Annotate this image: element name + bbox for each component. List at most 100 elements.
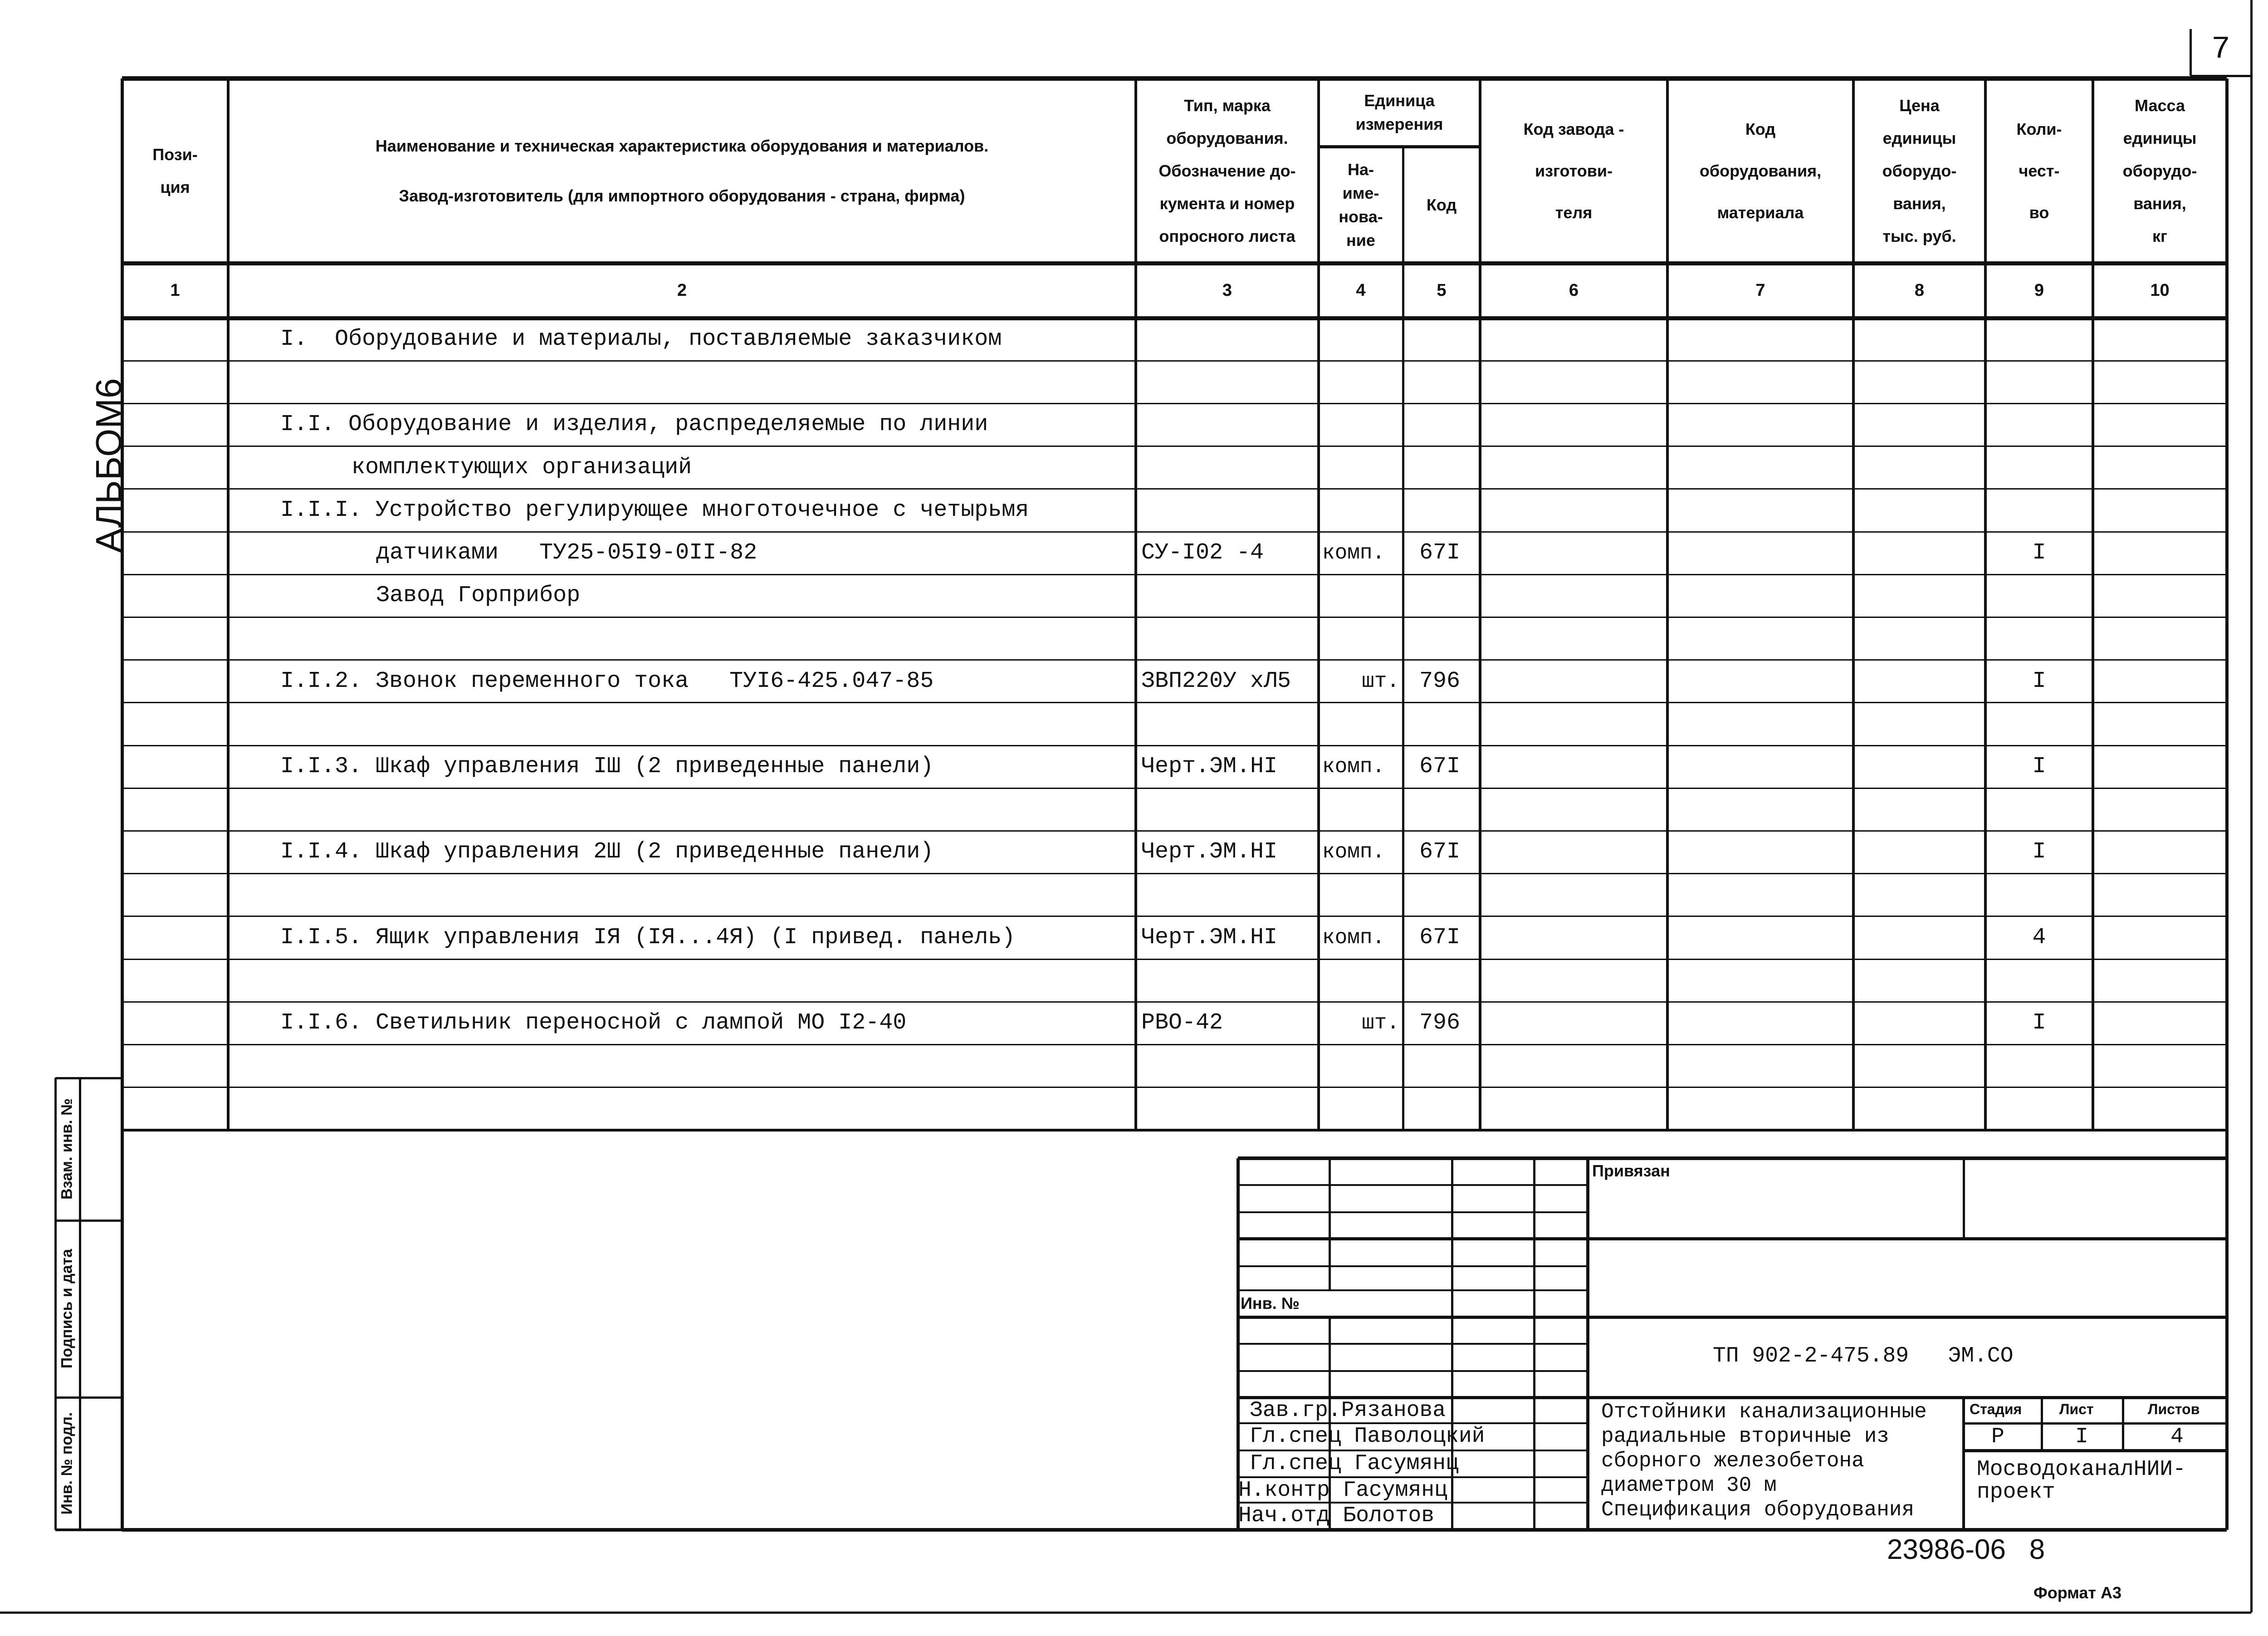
sheets-label: Листов [2148, 1401, 2200, 1417]
rule-line [1319, 145, 1480, 148]
row-name: I.I.4. Шкаф управления 2Ш (2 приведенные… [280, 839, 934, 865]
page-number: 7 [2211, 32, 2231, 68]
rule-line [122, 531, 2227, 533]
rule-line [1962, 1397, 1965, 1530]
row-type: ЗВП220У хЛ5 [1141, 668, 1291, 694]
row-type: Черт.ЭМ.НI [1141, 839, 1278, 865]
rule-line [122, 787, 2227, 789]
header-text: Масса [2135, 96, 2185, 115]
row-code: 796 [1419, 1010, 1461, 1036]
header-text: оборудо- [1882, 161, 1957, 180]
rule-line [2092, 78, 2094, 1130]
organization-line-2: проект [1977, 1480, 2055, 1504]
header-text: единицы [2123, 128, 2197, 147]
rule-line [122, 916, 2227, 917]
header-text: измерения [1355, 115, 1443, 133]
header-text: име- [1342, 183, 1379, 202]
rule-line [2040, 1397, 2043, 1450]
signature-5: Нач.отд Болотов [1238, 1504, 1435, 1528]
rule-line [2189, 29, 2192, 76]
archive-number: 23986-06 8 [1887, 1534, 2045, 1565]
header-text: ние [1346, 230, 1375, 250]
row-unit: комп. [1322, 840, 1385, 864]
rule-line [227, 78, 230, 1130]
rule-line [122, 573, 2227, 575]
header-text: материала [1717, 203, 1804, 222]
header-text: Коли- [2016, 119, 2062, 138]
column-number: 7 [1755, 281, 1765, 300]
rule-line [54, 1078, 57, 1530]
rule-line [122, 1128, 2227, 1131]
header-text: Единица [1364, 91, 1435, 110]
rule-line [78, 1078, 81, 1530]
header-unit-group: Единица измерения [1319, 78, 1480, 147]
header-text: единицы [1882, 128, 1956, 147]
header-text: Пози- [152, 145, 198, 164]
rule-line [120, 78, 124, 1530]
row-name: комплектующих организаций [352, 454, 692, 480]
row-code: 67I [1419, 540, 1461, 566]
row-name: I.I.5. Ящик управления IЯ (IЯ...4Я) (I п… [280, 924, 1016, 950]
rule-line [1238, 1476, 1588, 1478]
row-code: 67I [1419, 839, 1461, 865]
header-text: Код [1745, 119, 1776, 138]
rule-line [1238, 1422, 1588, 1424]
signature-2: Гл.спец Паволоцкий [1250, 1424, 1485, 1449]
header-text: оборудования. [1166, 128, 1288, 147]
rule-line [122, 1528, 2227, 1532]
rule-line [122, 402, 2227, 404]
row-type: РВО-42 [1141, 1010, 1223, 1036]
header-text: опросного листа [1159, 226, 1295, 245]
column-number: 2 [677, 281, 687, 300]
rule-line [1964, 1422, 2227, 1425]
rule-line [122, 1001, 2227, 1003]
stamp-replaced-inv: Взам. инв. № [58, 1098, 76, 1200]
row-quantity: I [2032, 1010, 2046, 1036]
row-name: I.I.2. Звонок переменного тока ТУI6-425.… [280, 668, 934, 694]
rule-line [122, 702, 2227, 704]
rule-line [1238, 1450, 1588, 1451]
row-quantity: I [2032, 668, 2046, 694]
header-text: Завод-изготовитель (для импортного обору… [399, 186, 965, 205]
rule-line [2250, 0, 2253, 1612]
header-text: На- [1347, 160, 1374, 179]
title-line-1: Отстойники канализационные [1601, 1400, 1927, 1424]
stamp-inv-orig: Инв. № подл. [58, 1412, 76, 1515]
rule-line [122, 659, 2227, 661]
row-quantity: I [2032, 754, 2046, 779]
rule-line [1238, 1211, 1588, 1213]
header-manufacturer-code: Код завода - изготови-теля [1480, 78, 1667, 263]
column-number: 6 [1569, 281, 1579, 300]
header-text: Цена [1899, 96, 1940, 115]
rule-line [1238, 1370, 1588, 1372]
header-text: вания, [2133, 194, 2186, 213]
rule-line [55, 1077, 122, 1079]
row-name: I.I.3. Шкаф управления IШ (2 приведенные… [280, 754, 934, 779]
rule-line [122, 488, 2227, 490]
row-name: I.I.6. Светильник переносной с лампой МО… [280, 1010, 907, 1036]
row-unit: шт. [1362, 669, 1399, 693]
rule-line [122, 316, 2227, 320]
organization-line-1: МосводоканалНИИ- [1977, 1457, 2186, 1482]
row-unit: комп. [1322, 926, 1385, 950]
album-mark: АЛЬБОМ6 [88, 378, 129, 553]
rule-line [55, 1396, 122, 1399]
header-price: Цена единицы оборудо-вания, тыс. руб. [1853, 78, 1985, 263]
header-text: изготови- [1535, 161, 1613, 180]
rule-line [1238, 1396, 2227, 1399]
column-number: 1 [170, 281, 180, 300]
header-unit-code: Код [1403, 147, 1480, 263]
row-name: I.I. Оборудование и изделия, распределяе… [280, 411, 988, 438]
header-text: Код завода - [1523, 119, 1624, 138]
header-text: ция [160, 177, 190, 196]
row-name: датчиками ТУ25-05I9-0II-82 [376, 540, 758, 566]
rule-line [55, 1528, 122, 1531]
header-quantity: Коли-чест-во [1985, 78, 2093, 263]
rule-line [122, 360, 2227, 362]
rule-line [1238, 1502, 1588, 1504]
column-number: 4 [1356, 281, 1366, 300]
row-type: Черт.ЭМ.НI [1141, 754, 1278, 779]
rule-line [122, 1087, 2227, 1088]
row-name: I. Оборудование и материалы, поставляемы… [280, 326, 1002, 352]
inv-label: Инв. № [1241, 1294, 1300, 1313]
